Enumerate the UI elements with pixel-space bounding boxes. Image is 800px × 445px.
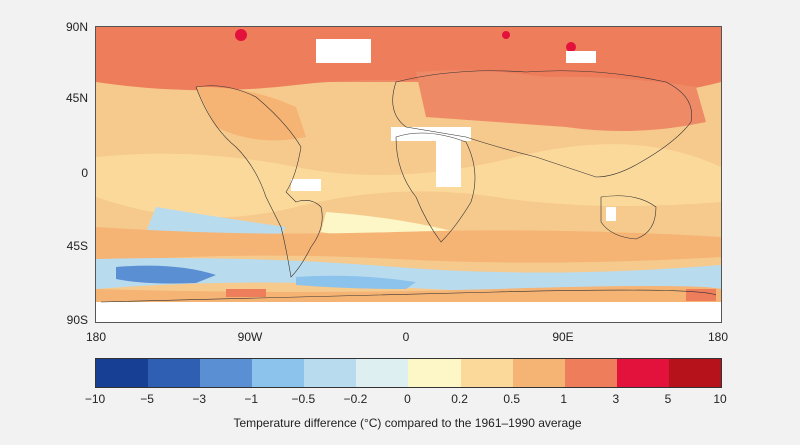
legend-title: Temperature difference (°C) compared to … <box>233 416 582 430</box>
color-legend-bar <box>95 358 722 388</box>
lat-label-90n: 90N <box>65 20 88 34</box>
legend-swatch <box>96 359 149 387</box>
legend-swatch <box>356 359 409 387</box>
legend-tick-label: 0.2 <box>451 392 468 406</box>
legend-tick-label: −5 <box>140 392 154 406</box>
legend-tick-label: −0.5 <box>291 392 316 406</box>
legend-tick-label: 1 <box>560 392 568 406</box>
lat-label-45n: 45N <box>65 91 88 105</box>
lon-label-90w: 90W <box>237 330 263 344</box>
legend-swatch <box>252 359 305 387</box>
legend-swatch <box>200 359 253 387</box>
map-canvas <box>96 27 721 322</box>
legend-swatch <box>148 359 201 387</box>
temperature-anomaly-map <box>95 26 722 323</box>
legend-swatch <box>460 359 513 387</box>
legend-swatch <box>616 359 669 387</box>
lat-label-0: 0 <box>81 166 88 180</box>
legend-tick-label: −10 <box>84 392 106 406</box>
legend-tick-label: −0.2 <box>343 392 368 406</box>
lat-label-45s: 45S <box>66 239 88 253</box>
legend-tick-label: 0.5 <box>503 392 520 406</box>
legend-tick-label: 0 <box>404 392 411 406</box>
lon-label-0: 0 <box>402 330 410 344</box>
legend-swatch <box>304 359 357 387</box>
legend-swatch <box>512 359 565 387</box>
lon-label-180e: 180 <box>707 330 729 344</box>
legend-tick-label: 3 <box>612 392 620 406</box>
legend-tick-label: 10 <box>713 392 727 406</box>
legend-swatch <box>564 359 617 387</box>
legend-tick-label: 5 <box>664 392 672 406</box>
lon-label-180w: 180 <box>85 330 107 344</box>
lat-label-90s: 90S <box>66 313 88 327</box>
legend-tick-label: −3 <box>192 392 206 406</box>
legend-swatch <box>668 359 721 387</box>
lon-label-90e: 90E <box>552 330 574 344</box>
legend-tick-label: −1 <box>244 392 259 406</box>
legend-swatch <box>408 359 461 387</box>
